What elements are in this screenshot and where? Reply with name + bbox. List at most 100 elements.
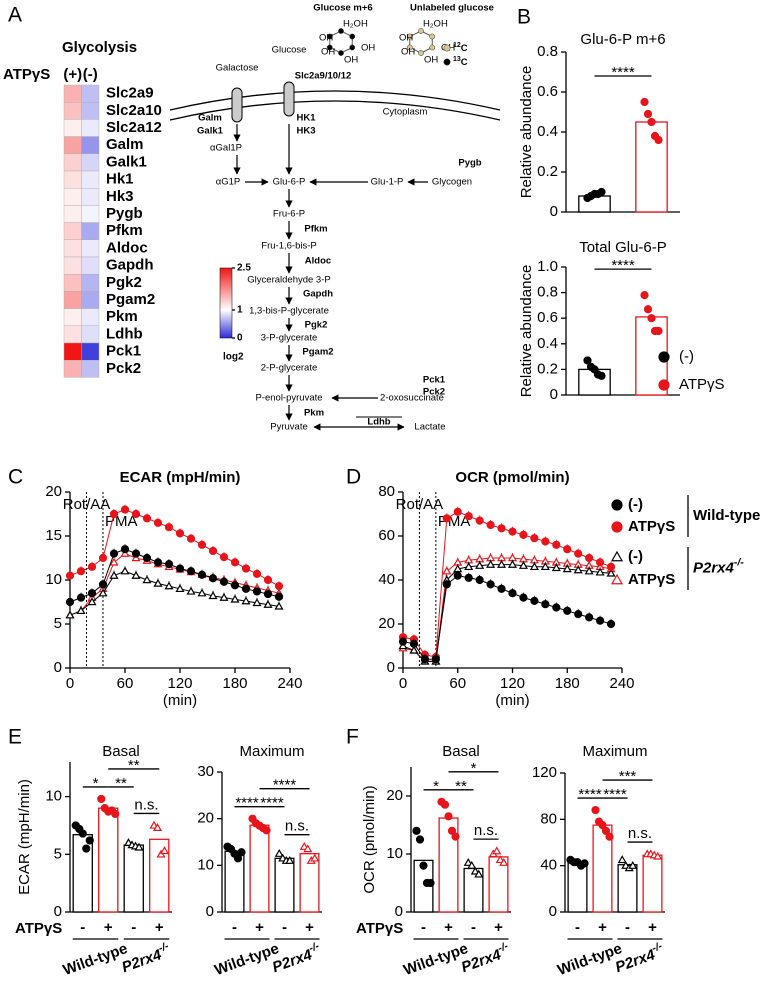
diagram-label: Glu-1-P <box>371 177 404 188</box>
data-point <box>529 562 539 571</box>
significance-label: **** <box>578 786 602 803</box>
treatment-sign: + <box>494 919 503 936</box>
heatmap-cell <box>63 153 82 172</box>
data-point <box>164 581 174 590</box>
data-point <box>111 809 120 819</box>
y-tick-label: 60 <box>378 527 395 544</box>
diagram-label: Galm <box>198 113 222 124</box>
row-label: Pygb <box>106 205 143 222</box>
data-point <box>409 645 419 654</box>
bar <box>642 854 663 913</box>
diagram-label: Unlabeled glucose <box>410 3 494 14</box>
legend-label: ATPγS <box>628 518 675 535</box>
significance-label: n.s. <box>474 822 498 839</box>
heatmap-cell <box>81 342 100 361</box>
data-point <box>606 619 616 629</box>
legend-marker <box>658 351 670 363</box>
significance-label: ** <box>455 778 467 795</box>
row-label: Ldhb <box>106 325 143 342</box>
data-point <box>230 594 240 603</box>
row-label: Galk1 <box>106 153 147 170</box>
data-point <box>175 529 185 538</box>
y-axis-label: OCR (pmol/min) <box>361 785 378 893</box>
data-point <box>654 326 663 336</box>
significance-label: **** <box>273 777 297 794</box>
data-point <box>647 117 656 127</box>
data-point <box>447 826 457 835</box>
data-point <box>65 610 75 619</box>
x-tick-label: 240 <box>277 675 302 692</box>
heatmap-cell <box>81 84 100 103</box>
carbon-atom <box>429 33 436 40</box>
data-point <box>574 549 583 558</box>
treatment-sign: + <box>155 919 164 936</box>
row-label: Pgam2 <box>106 291 155 308</box>
data-point <box>643 109 653 119</box>
legend-marker <box>611 499 623 511</box>
x-tick-label: 60 <box>117 675 134 692</box>
data-point <box>598 821 607 830</box>
heatmap-cell <box>63 342 82 361</box>
diagram-label: Pgk2 <box>305 320 328 331</box>
data-point <box>530 534 539 543</box>
data-point <box>474 869 484 878</box>
treatment-sign: + <box>648 919 657 936</box>
heatmap-cell <box>63 360 82 378</box>
isotope-label: 12C <box>453 42 468 54</box>
data-point <box>142 514 152 523</box>
data-point <box>563 606 572 615</box>
bar <box>488 856 509 913</box>
data-point <box>310 853 320 862</box>
data-point <box>597 371 606 380</box>
legend-marker <box>610 573 624 585</box>
data-point <box>120 505 130 514</box>
data-point <box>640 97 649 107</box>
y-tick-label: 0.2 <box>537 163 558 180</box>
significance-label: ** <box>128 757 140 774</box>
chart-title: Total Glu-6-P <box>579 239 667 256</box>
row-label: Slc2a12 <box>106 119 162 136</box>
carbon-atom <box>326 33 333 40</box>
heatmap-cell <box>81 170 100 189</box>
diagram-label: 2-P-glycerate <box>261 363 318 374</box>
data-point <box>175 564 185 573</box>
diagram-label: Lactate <box>414 422 445 433</box>
isotope-label: 13C <box>453 56 468 68</box>
genotype-label-sup: -/- <box>650 940 664 955</box>
data-point <box>442 514 451 523</box>
carbon-atom <box>406 33 413 40</box>
y-tick-label: 10 <box>197 856 214 873</box>
heatmap-cell <box>63 308 82 327</box>
data-point <box>262 826 271 835</box>
data-point <box>153 558 163 567</box>
heatmap-cell <box>81 256 100 275</box>
molecule-atom: OH <box>424 55 438 66</box>
data-point <box>241 596 251 605</box>
data-point <box>518 560 528 569</box>
row-label: Galm <box>106 136 144 153</box>
data-point <box>241 564 251 573</box>
treatment-sign: - <box>471 919 476 936</box>
heatmap-cell <box>63 136 82 155</box>
chart-title: Basal <box>442 743 480 760</box>
diagram-label: Gapdh <box>303 289 333 300</box>
heatmap-cell <box>81 222 100 241</box>
bar <box>249 824 270 913</box>
data-point <box>530 596 539 606</box>
data-point <box>585 553 594 563</box>
x-axis-label: (min) <box>163 692 197 709</box>
data-point <box>508 589 517 598</box>
data-point <box>643 305 653 314</box>
significance-label: * <box>93 775 99 792</box>
legend-marker <box>658 379 670 391</box>
data-point <box>475 560 485 569</box>
diagram-label: Pgam2 <box>302 347 333 358</box>
data-point <box>76 606 86 615</box>
data-point <box>274 848 284 857</box>
data-point <box>87 597 97 606</box>
data-point <box>109 570 119 579</box>
carbon-atom <box>406 44 413 51</box>
row-label: Pck1 <box>106 343 141 360</box>
y-tick-label: 120 <box>532 764 557 781</box>
data-point <box>444 812 453 821</box>
